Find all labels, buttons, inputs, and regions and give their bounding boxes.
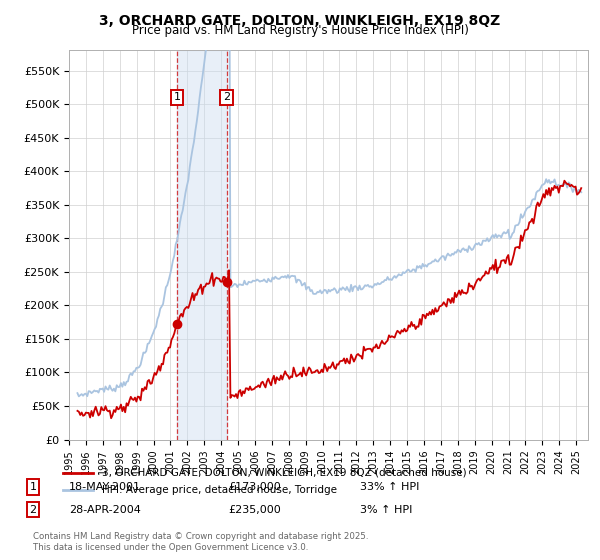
Text: 1: 1 [173,92,181,102]
Text: Contains HM Land Registry data © Crown copyright and database right 2025.
This d: Contains HM Land Registry data © Crown c… [33,532,368,552]
Text: 2: 2 [29,505,37,515]
Text: 28-APR-2004: 28-APR-2004 [69,505,141,515]
Text: £235,000: £235,000 [228,505,281,515]
Text: 1: 1 [29,482,37,492]
Text: 3% ↑ HPI: 3% ↑ HPI [360,505,412,515]
Text: Price paid vs. HM Land Registry's House Price Index (HPI): Price paid vs. HM Land Registry's House … [131,24,469,37]
Text: 3, ORCHARD GATE, DOLTON, WINKLEIGH, EX19 8QZ: 3, ORCHARD GATE, DOLTON, WINKLEIGH, EX19… [100,14,500,28]
Text: 3, ORCHARD GATE, DOLTON, WINKLEIGH, EX19 8QZ (detached house): 3, ORCHARD GATE, DOLTON, WINKLEIGH, EX19… [101,468,466,478]
Text: 33% ↑ HPI: 33% ↑ HPI [360,482,419,492]
Text: £173,000: £173,000 [228,482,281,492]
Bar [177,50,227,440]
Text: HPI: Average price, detached house, Torridge: HPI: Average price, detached house, Torr… [101,485,337,495]
Text: 2: 2 [223,92,230,102]
Text: 18-MAY-2001: 18-MAY-2001 [69,482,141,492]
